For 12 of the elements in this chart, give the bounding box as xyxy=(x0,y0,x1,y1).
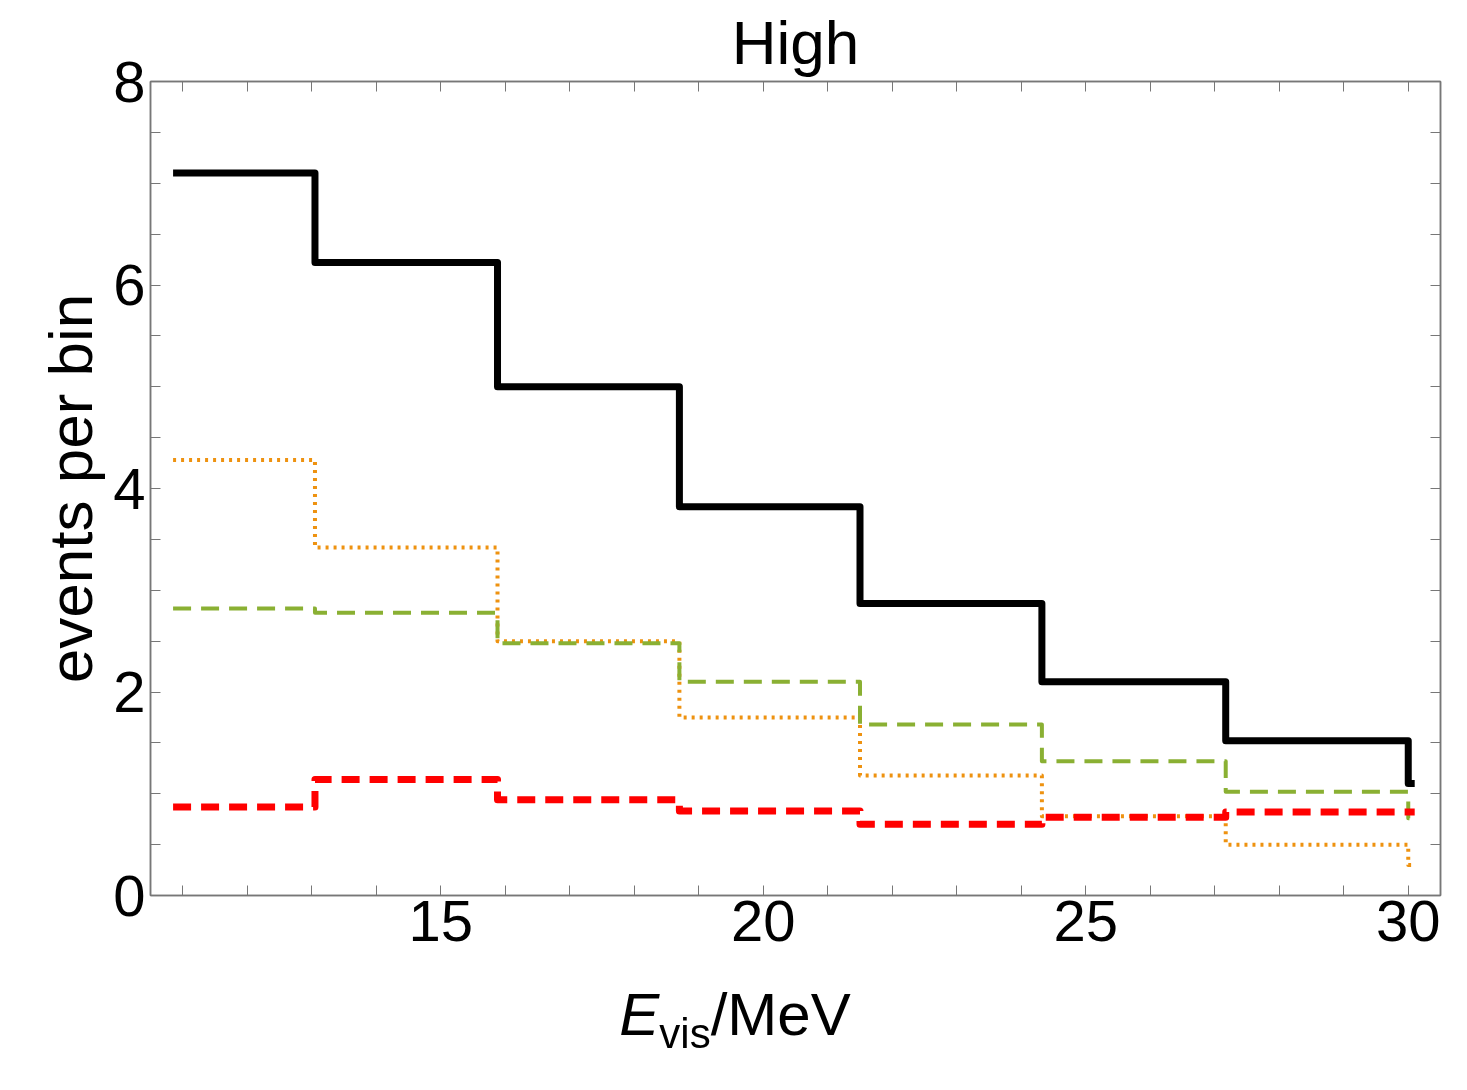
x-tick-label: 25 xyxy=(1053,887,1119,953)
y-tick-label: 0 xyxy=(113,862,146,928)
x-tick-label: 30 xyxy=(1375,887,1441,953)
x-tick-label: 15 xyxy=(408,887,474,953)
x-axis-title: E$_{vis}$/MeV xyxy=(619,980,851,1059)
y-tick-label: 8 xyxy=(113,48,146,114)
chart-title: High xyxy=(731,7,860,77)
y-tick-label: 6 xyxy=(113,252,146,317)
y-tick-label: 4 xyxy=(113,455,146,521)
x-tick-label: 20 xyxy=(730,887,796,953)
y-tick-label: 2 xyxy=(113,659,146,724)
y-axis-title: events per bin xyxy=(36,293,106,684)
